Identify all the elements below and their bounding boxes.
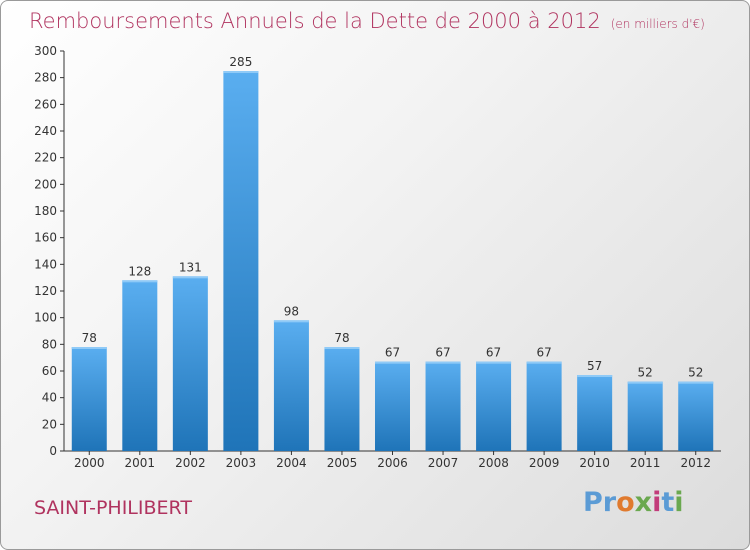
y-tick-label: 220 (34, 151, 57, 165)
y-tick-label: 100 (34, 311, 57, 325)
y-tick-label: 80 (42, 337, 57, 351)
bar-2003 (223, 71, 259, 451)
bar-2011 (627, 381, 663, 451)
chart-bars (71, 71, 714, 451)
x-tick-label-2002: 2002 (175, 456, 206, 470)
chart-axes: 0 20 40 60 80 100 120 140 160 180 200 220 240 260 280 3… (34, 44, 721, 458)
y-tick-label: 300 (34, 44, 57, 58)
data-label-2007: 67 (435, 346, 450, 360)
bar-top-highlight (71, 347, 107, 349)
bar-2007 (425, 361, 461, 451)
data-label-2008: 67 (486, 346, 501, 360)
proxiti-logo: Proxiti (583, 487, 684, 518)
x-tick-label-2000: 2000 (74, 456, 105, 470)
bar-top-highlight (476, 361, 512, 364)
y-tick-label: 140 (34, 257, 57, 271)
x-tick-label-2008: 2008 (478, 456, 509, 470)
x-tick-label-2007: 2007 (428, 456, 459, 470)
x-tick-label-2001: 2001 (125, 456, 156, 470)
place-name: SAINT-PHILIBERT (34, 497, 192, 519)
bar-2005 (324, 347, 360, 451)
data-label-2012: 52 (688, 366, 703, 380)
bar-2002 (172, 276, 208, 451)
y-tick-label: 260 (34, 97, 57, 111)
bar-2001 (122, 280, 158, 451)
bar-2008 (476, 361, 512, 451)
bar-2006 (375, 361, 410, 451)
bar-top-highlight (577, 375, 613, 377)
bar-top-highlight (223, 71, 259, 73)
bar-top-highlight (273, 320, 309, 323)
chart-labels: 2000 78 2001 128 2002 131 2003 285 2004 98 2005 78 2… (74, 55, 711, 470)
data-label-2003: 285 (229, 55, 252, 69)
y-tick-label: 60 (42, 364, 57, 378)
bar-top-highlight (375, 361, 410, 364)
y-tick-label: 180 (34, 204, 57, 218)
bar-2010 (577, 375, 613, 451)
x-tick-label-2005: 2005 (327, 456, 358, 470)
data-label-2004: 98 (284, 304, 299, 318)
data-label-2010: 57 (587, 359, 602, 373)
x-tick-label-2012: 2012 (680, 456, 711, 470)
x-tick-label-2006: 2006 (377, 456, 408, 470)
x-tick-label-2004: 2004 (276, 456, 307, 470)
chart-title-text: Remboursements Annuels de la Dette de 20… (29, 9, 601, 33)
data-label-2009: 67 (536, 346, 551, 360)
chart-unit: (en milliers d'€) (610, 17, 705, 31)
y-tick-label: 240 (34, 124, 57, 138)
y-tick-label: 160 (34, 231, 57, 245)
x-tick-label-2010: 2010 (579, 456, 610, 470)
y-tick-label: 200 (34, 177, 57, 191)
data-label-2005: 78 (334, 331, 349, 345)
x-tick-label-2009: 2009 (529, 456, 560, 470)
bar-top-highlight (425, 361, 461, 364)
bar-top-highlight (172, 276, 208, 279)
data-label-2000: 78 (82, 331, 97, 345)
bar-top-highlight (526, 361, 562, 364)
y-tick-label: 0 (49, 444, 57, 458)
data-label-2006: 67 (385, 346, 400, 360)
data-label-2001: 128 (128, 264, 151, 278)
bar-top-highlight (122, 280, 158, 283)
x-tick-label-2011: 2011 (630, 456, 661, 470)
y-tick-label: 20 (42, 417, 57, 431)
bar-2009 (526, 361, 562, 451)
y-tick-label: 120 (34, 284, 57, 298)
bar-top-highlight (678, 381, 714, 384)
bar-2000 (71, 347, 107, 451)
chart-title: Remboursements Annuels de la Dette de 20… (29, 9, 705, 33)
bar-2004 (273, 320, 309, 451)
bar-top-highlight (627, 381, 663, 384)
data-label-2011: 52 (638, 366, 653, 380)
bar-2012 (678, 381, 714, 451)
y-tick-label: 280 (34, 71, 57, 85)
x-tick-label-2003: 2003 (226, 456, 257, 470)
data-label-2002: 131 (179, 260, 202, 274)
y-tick-label: 40 (42, 391, 57, 405)
bar-top-highlight (324, 347, 360, 349)
